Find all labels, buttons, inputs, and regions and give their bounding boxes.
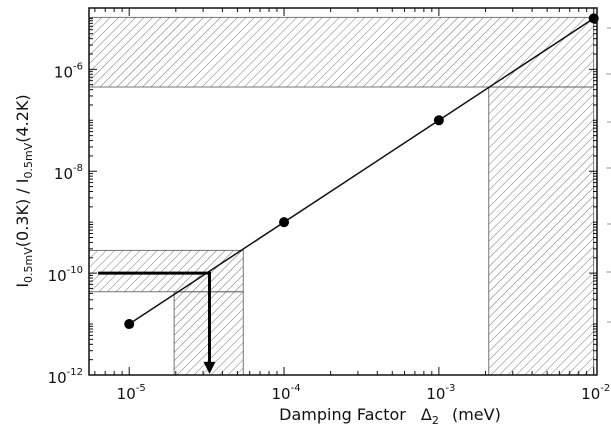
x-tick-label: 10-4 — [272, 383, 301, 403]
shaded-region-1 — [88, 16, 595, 88]
x-tick-labels: 10-5 10-4 10-3 10-2 — [117, 383, 611, 403]
arrow-path — [98, 271, 211, 364]
y-axis-title-part3: (4.2K) — [13, 94, 32, 142]
x-axis-title: Damping Factor Δ2 (meV) — [279, 405, 501, 428]
x-tick-label: 10-2 — [581, 383, 610, 403]
right-edge-fragments — [606, 27, 611, 323]
y-axis-title: I0.5mV(0.3K) / I0.5mV(4.2K) — [13, 94, 35, 287]
y-axis-title-sub2: 0.5mV — [22, 142, 35, 178]
y-tick-label: 10-8 — [54, 163, 83, 183]
x-tick-label: 10-5 — [117, 383, 146, 403]
arrow-head — [203, 361, 216, 374]
x-axis-title-symbol: Δ — [421, 405, 432, 424]
y-axis-title-sub1: 0.5mV — [22, 247, 35, 283]
x-axis-title-text: Damping Factor — [279, 405, 406, 424]
y-axis-title-part2: (0.3K) / I — [13, 179, 32, 248]
y-tick-labels: 10-12 10-10 10-8 10-6 — [48, 61, 83, 387]
y-tick-label: 10-6 — [54, 61, 83, 81]
data-point — [433, 115, 444, 126]
shaded-region-3 — [88, 249, 244, 293]
data-point — [279, 217, 290, 228]
x-axis-title-unit: (meV) — [452, 405, 501, 424]
shaded-region-2 — [488, 86, 595, 376]
readout-arrow — [98, 271, 216, 374]
axis-ticks — [89, 8, 597, 376]
y-tick-label: 10-12 — [48, 367, 83, 387]
x-tick-label: 10-3 — [426, 383, 455, 403]
y-axis-title-part1: I — [13, 283, 32, 288]
y-tick-label: 10-10 — [48, 265, 83, 285]
shaded-regions — [88, 16, 595, 376]
x-axis-title-subscript: 2 — [432, 414, 439, 427]
data-point — [124, 319, 135, 330]
